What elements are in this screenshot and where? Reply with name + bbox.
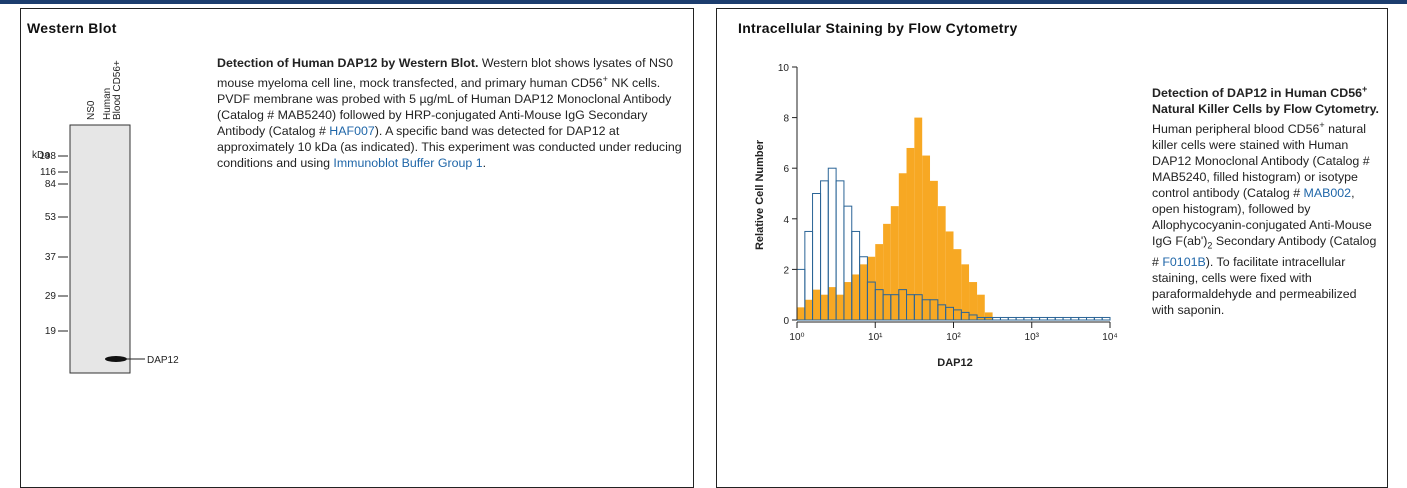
histogram-bin	[977, 295, 985, 320]
histogram-bin	[1071, 317, 1079, 320]
histogram-bin	[844, 282, 852, 320]
marker-label: 37	[45, 252, 57, 263]
histogram-bin	[1079, 317, 1087, 320]
y-axis-label: Relative Cell Number	[754, 139, 766, 250]
y-tick-label: 4	[783, 215, 789, 226]
x-axis-label: DAP12	[937, 357, 972, 369]
histogram-bin	[867, 257, 875, 320]
x-tick-label: 10³	[1025, 332, 1040, 343]
blot	[70, 125, 130, 373]
histogram-bin	[969, 282, 977, 320]
blot-band	[105, 356, 127, 362]
histogram-bin	[1008, 317, 1016, 320]
x-tick-label: 10²	[946, 332, 961, 343]
histogram-bin	[946, 231, 954, 320]
y-tick-label: 6	[783, 164, 789, 175]
histogram-bin	[993, 317, 1001, 320]
y-tick-label: 10	[778, 63, 790, 74]
histogram-bin	[852, 274, 860, 320]
lane-label: NS0	[86, 100, 97, 120]
x-tick-label: 10⁰	[789, 332, 804, 343]
histogram-bin	[1032, 317, 1040, 320]
page: {"western": {"title": "Western Blot", "u…	[0, 0, 1407, 483]
histogram-bin	[1063, 317, 1071, 320]
marker-label: 19	[45, 326, 57, 337]
histogram-bin	[922, 156, 930, 320]
lane-label: Blood CD56+	[112, 60, 123, 120]
histogram-bin	[860, 264, 868, 320]
histogram-bin	[985, 312, 993, 320]
histogram-bin	[914, 118, 922, 320]
marker-label: 29	[45, 291, 57, 302]
y-tick-label: 8	[783, 114, 789, 125]
histogram-bin	[961, 264, 969, 320]
y-tick-label: 0	[783, 316, 789, 327]
histogram-bin	[883, 224, 891, 320]
histogram-bin	[899, 173, 907, 320]
histogram-bin	[1040, 317, 1048, 320]
histogram-bin	[797, 307, 805, 320]
histogram-bin	[805, 300, 813, 320]
histogram-bin	[938, 206, 946, 320]
histogram-bin	[954, 249, 962, 320]
histogram-bin	[1016, 317, 1024, 320]
histogram-bin	[1094, 317, 1102, 320]
histogram-bin	[836, 295, 844, 320]
histogram-bin	[828, 287, 836, 320]
histogram-bin	[1055, 317, 1063, 320]
histogram-bin	[1024, 317, 1032, 320]
y-tick-label: 2	[783, 265, 789, 276]
histogram-bin	[907, 148, 915, 320]
histogram-bin	[821, 295, 829, 320]
histogram-bin	[1102, 317, 1110, 320]
band-label: DAP12	[147, 355, 179, 366]
histogram-bin	[1087, 317, 1095, 320]
marker-label: 116	[40, 167, 56, 178]
x-tick-label: 10¹	[868, 332, 883, 343]
x-tick-label: 10⁴	[1102, 332, 1117, 343]
marker-label: 198	[39, 151, 56, 162]
histogram-bin	[1000, 317, 1008, 320]
histogram-bin	[875, 244, 883, 320]
histogram-bin	[813, 290, 821, 320]
histogram-bin	[930, 181, 938, 320]
marker-label: 53	[45, 212, 57, 223]
histogram-bin	[1047, 317, 1055, 320]
marker-label: 84	[45, 179, 57, 190]
figures: DAP12 kDa NS0 Human Blood CD56+ Relative…	[0, 0, 1407, 483]
histogram-bin	[891, 206, 899, 320]
